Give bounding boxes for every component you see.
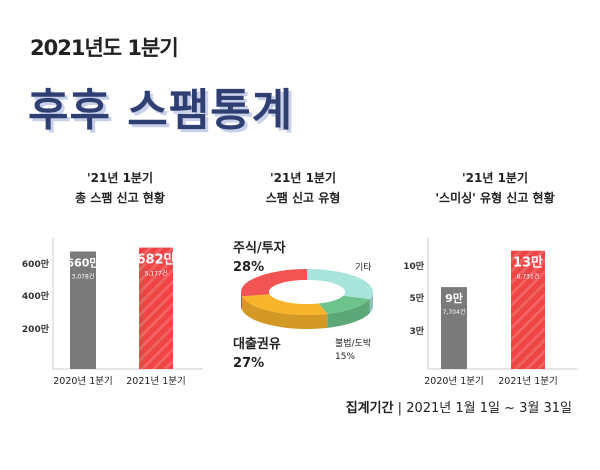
chart3-sub-label: 6,731건 (517, 273, 540, 281)
donut-slice (318, 295, 370, 314)
period-separator: | (397, 401, 403, 416)
chart2-title: '21년 1분기 스팸 신고 유형 (213, 168, 393, 208)
chart1-title: '21년 1분기 총 스팸 신고 현황 (30, 168, 210, 208)
chart3-bar (511, 250, 545, 369)
donut-side-wall (241, 292, 243, 311)
chart3-sub-label: 7,704건 (443, 308, 466, 316)
slice-label: 대출권유 (233, 336, 281, 352)
chart1-sub-label: 5,177건 (145, 270, 168, 278)
donut-side-wall (369, 292, 373, 314)
chart3-bar (441, 287, 467, 369)
aggregation-period: 집계기간 | 2021년 1월 1일 ~ 3월 31일 (346, 397, 572, 416)
chart3-title: '21년 1분기 '스미싱' 유형 신고 현황 (405, 168, 585, 208)
chart1-category-label: 2020년 1분기 (53, 376, 112, 387)
slice-label: 불법/도박 (335, 338, 371, 349)
donut-slice (240, 269, 307, 297)
chart2-title-line2: 스팸 신고 유형 (265, 191, 341, 205)
chart1-bar (70, 251, 96, 369)
chart3-title-line2: '스미싱' 유형 신고 현황 (435, 191, 555, 205)
donut-hole (269, 280, 345, 304)
chart3-ytick-label: 3만 (409, 325, 424, 337)
period-label: 집계기간 (345, 401, 394, 416)
donut-side-wall (327, 299, 370, 328)
chart1-value-label: 660만 (66, 256, 99, 270)
chart3-category-label: 2021년 1분기 (498, 376, 557, 387)
chart3-value-label: 9만 (445, 291, 463, 305)
chart1-title-line2: 총 스팸 신고 현황 (75, 191, 165, 205)
chart3-category-label: 2020년 1분기 (424, 376, 483, 387)
chart3-title-line1: '21년 1분기 (461, 171, 529, 185)
chart3-value-label: 13만 (513, 255, 543, 271)
chart3-ytick-label: 10만 (403, 260, 425, 272)
donut-slice (307, 269, 373, 300)
slice-label: 기타 (355, 262, 372, 273)
chart1-ytick-label: 200만 (22, 323, 50, 335)
page-title: 후후 스팸통계 (28, 85, 294, 136)
donut-side-wall (242, 296, 328, 329)
chart2-title-line1: '21년 1분기 (269, 171, 337, 185)
chart1-sub-label: 3,078건 (72, 273, 95, 281)
chart1-value-label: 682만 (136, 252, 175, 268)
chart1-ytick-label: 600만 (22, 258, 50, 270)
chart1-bar (139, 247, 173, 369)
slice-percent: 28% (233, 260, 264, 275)
chart3-ytick-label: 5만 (409, 292, 424, 304)
period-value: 2021년 1월 1일 ~ 3월 31일 (406, 401, 572, 416)
chart1-category-label: 2021년 1분기 (126, 376, 185, 387)
slice-percent: 27% (233, 356, 264, 371)
subtitle: 2021년도 1분기 (30, 36, 179, 60)
slice-percent: 15% (335, 352, 355, 362)
chart1-title-line1: '21년 1분기 (86, 171, 154, 185)
chart1-ytick-label: 400만 (22, 290, 50, 302)
donut-slice (242, 294, 328, 315)
slice-label: 주식/투자 (233, 240, 286, 256)
